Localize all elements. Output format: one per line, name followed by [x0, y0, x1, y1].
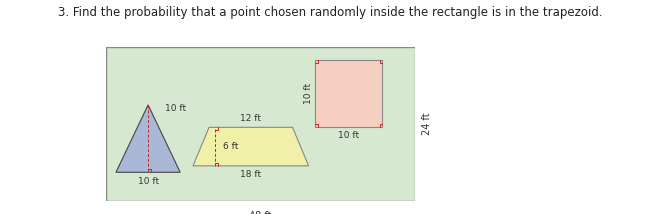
Text: 48 ft: 48 ft: [249, 211, 272, 214]
Text: 10 ft: 10 ft: [165, 104, 186, 113]
Text: 12 ft: 12 ft: [241, 114, 261, 123]
Text: 10 ft: 10 ft: [338, 131, 360, 140]
Text: 24 ft: 24 ft: [422, 113, 432, 135]
Text: 3. Find the probability that a point chosen randomly inside the rectangle is in : 3. Find the probability that a point cho…: [58, 6, 603, 19]
Bar: [315, 60, 383, 127]
Text: 6 ft: 6 ft: [223, 142, 239, 151]
Polygon shape: [193, 127, 309, 166]
Text: 18 ft: 18 ft: [240, 170, 261, 179]
Polygon shape: [116, 105, 180, 172]
Text: 10 ft: 10 ft: [304, 83, 313, 104]
Text: 10 ft: 10 ft: [137, 177, 159, 186]
